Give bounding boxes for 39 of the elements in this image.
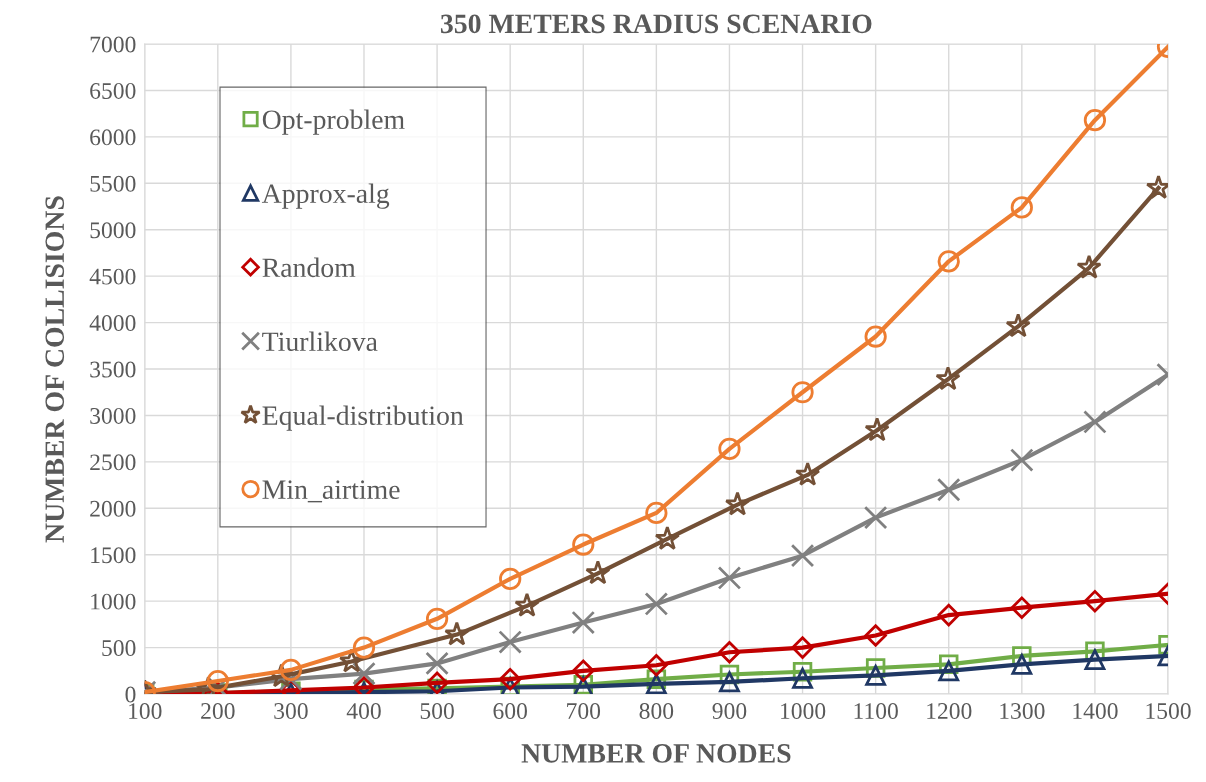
y-tick-label: 3000 (90, 407, 136, 424)
y-tick-label: 4000 (89, 315, 136, 332)
x-tick-label: 700 (567, 703, 601, 719)
y-tick-label: 6500 (90, 82, 136, 99)
y-tick-label: 5500 (90, 175, 136, 192)
x-tick-label: 100 (129, 703, 162, 719)
y-tick-label: 3500 (90, 361, 136, 378)
y-tick-label: 0 (125, 686, 136, 703)
y-tick-label: 500 (102, 640, 136, 657)
x-tick-label: 1100 (854, 703, 898, 719)
x-tick-label: 500 (420, 703, 454, 719)
x-tick-label: 1300 (1000, 703, 1045, 719)
legend-label: Approx-alg (261, 183, 390, 209)
legend-label: Opt-problem (262, 109, 405, 135)
chart-title: 350 METERS RADIUS SCENARIO (440, 14, 872, 34)
legend-label: Random (262, 257, 356, 278)
x-tick-label: 400 (346, 703, 381, 719)
y-tick-label: 4500 (89, 268, 136, 285)
x-tick-label: 900 (712, 703, 747, 719)
legend-label: Tiurlikova (262, 331, 378, 352)
legend-label: Equal-distribution (262, 405, 464, 431)
x-tick-label: 300 (274, 703, 308, 719)
x-tick-label: 1400 (1073, 703, 1118, 719)
y-tick-label: 1000 (91, 593, 136, 610)
y-tick-label: 7000 (90, 36, 136, 53)
x-axis-title: NUMBER OF NODES (521, 744, 791, 763)
y-tick-label: 2000 (90, 500, 136, 517)
y-tick-label: 6000 (90, 129, 136, 146)
legend-label: Min_airtime (262, 480, 400, 503)
y-tick-label: 1500 (91, 547, 136, 564)
x-tick-label: 1000 (781, 703, 826, 719)
y-tick-label: 2500 (90, 454, 136, 471)
x-tick-label: 800 (639, 703, 674, 719)
x-tick-label: 200 (201, 703, 235, 719)
x-tick-label: 1200 (927, 703, 972, 719)
y-tick-label: 5000 (90, 222, 136, 239)
x-tick-label: 1500 (1146, 703, 1191, 719)
x-tick-label: 600 (493, 703, 527, 719)
y-axis-title: NUMBER OF COLLISIONS (45, 196, 65, 543)
